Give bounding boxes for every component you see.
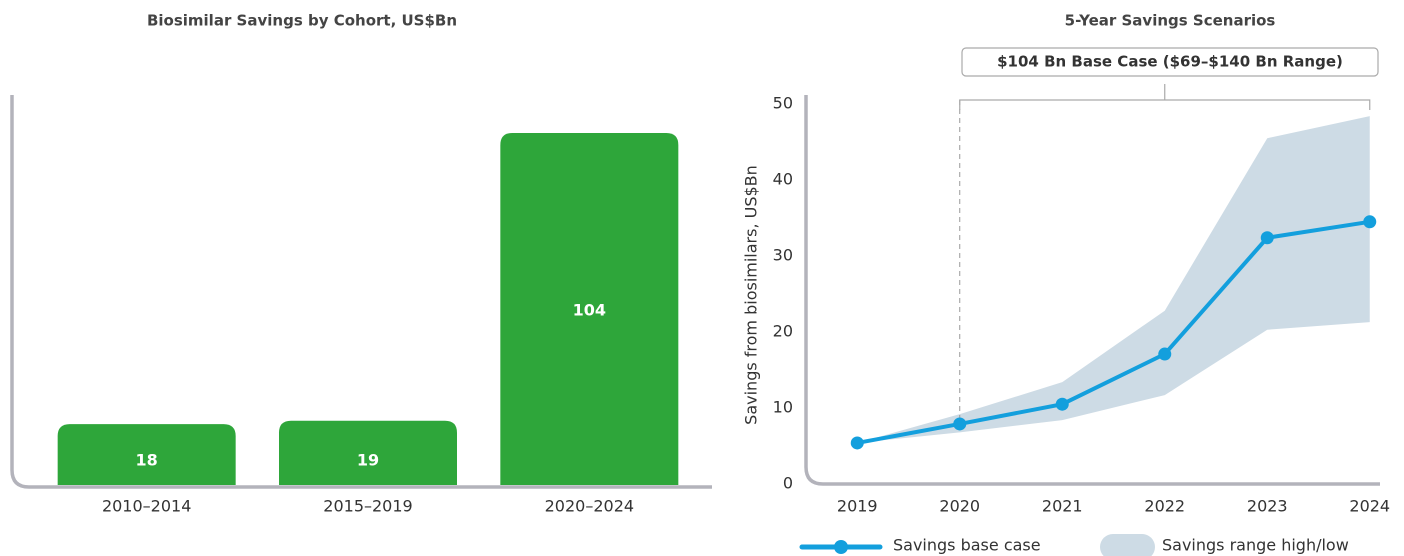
data-label: 18 [136,451,158,470]
annotation-box [961,47,1379,77]
x-tick-label: 2020 [939,497,980,516]
chart-title: 5-Year Savings Scenarios [1065,12,1276,30]
legend-label: Savings range high/low [1162,536,1349,555]
x-tick-label: 2022 [1144,497,1185,516]
data-label: 19 [357,451,379,470]
legend-swatch [834,540,848,554]
bracket [959,84,1371,110]
y-tick-label: 10 [773,398,793,417]
y-axis-label: Savings from biosimilars, US$Bn [742,165,761,425]
y-tick-label: 50 [773,94,793,113]
bar [500,133,679,485]
chart-title: Biosimilar Savings by Cohort, US$Bn [147,12,457,30]
bar [279,420,457,485]
y-tick-label: 30 [773,246,793,265]
data-label: 104 [573,301,606,320]
y-tick-label: 20 [773,322,793,341]
x-tick-label: 2024 [1349,497,1390,516]
axis [804,95,1380,486]
legend-label: Savings base case [893,536,1041,555]
x-tick-label: 2023 [1247,497,1288,516]
marker [1158,347,1172,361]
line [856,219,1371,445]
marker [850,436,864,450]
marker [1260,231,1274,245]
x-tick-label: 2021 [1042,497,1083,516]
marker [1363,215,1377,229]
bar [57,424,236,485]
y-tick-label: 40 [773,170,793,189]
axis [10,95,712,489]
range-band [857,116,1370,443]
x-tick-label: 2019 [837,497,878,516]
legend-swatch [1100,534,1155,556]
x-tick-label: 2010–2014 [102,497,191,516]
x-tick-label: 2020–2024 [545,497,634,516]
y-tick-label: 0 [783,474,793,493]
x-tick-label: 2015–2019 [323,497,412,516]
annotation: $104 Bn Base Case ($69–$140 Bn Range) [997,53,1343,71]
marker [953,417,967,431]
marker [1055,397,1069,411]
